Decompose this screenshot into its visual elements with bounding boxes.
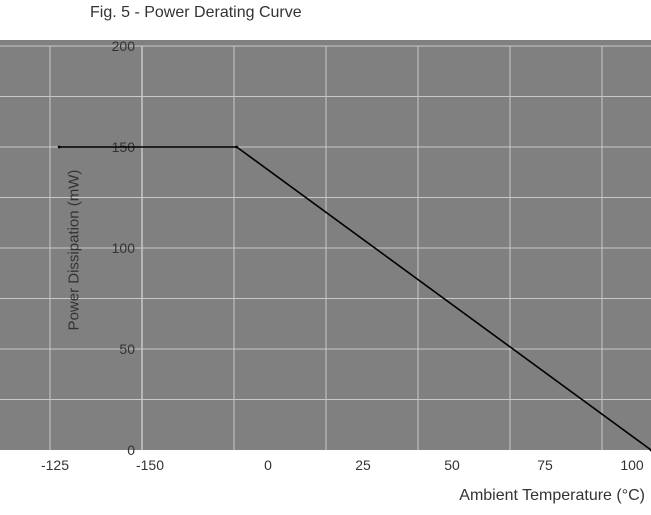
data-point-0-1 bbox=[235, 145, 239, 149]
x-tick-label-2: 0 bbox=[264, 457, 272, 473]
data-series bbox=[57, 145, 651, 452]
data-point-0-0 bbox=[57, 145, 61, 149]
x-tick-label-1: -150 bbox=[136, 457, 164, 473]
y-tick-label-1: 50 bbox=[119, 341, 135, 357]
x-tick-label-5: 75 bbox=[537, 457, 553, 473]
y-tick-label-4: 200 bbox=[112, 38, 136, 54]
chart-title: Fig. 5 - Power Derating Curve bbox=[90, 4, 302, 21]
x-tick-label-3: 25 bbox=[355, 457, 371, 473]
y-tick-label-2: 100 bbox=[112, 240, 136, 256]
x-tick-label-4: 50 bbox=[444, 457, 460, 473]
grid-lines bbox=[0, 45, 651, 450]
y-axis-label: Power Dissipation (mW) bbox=[65, 169, 83, 331]
x-tick-label-0: -125 bbox=[41, 457, 69, 473]
y-tick-label-0: 0 bbox=[127, 442, 135, 458]
x-axis-label: Ambient Temperature (°C) bbox=[459, 487, 645, 504]
x-tick-label-6: 100 bbox=[620, 457, 644, 473]
